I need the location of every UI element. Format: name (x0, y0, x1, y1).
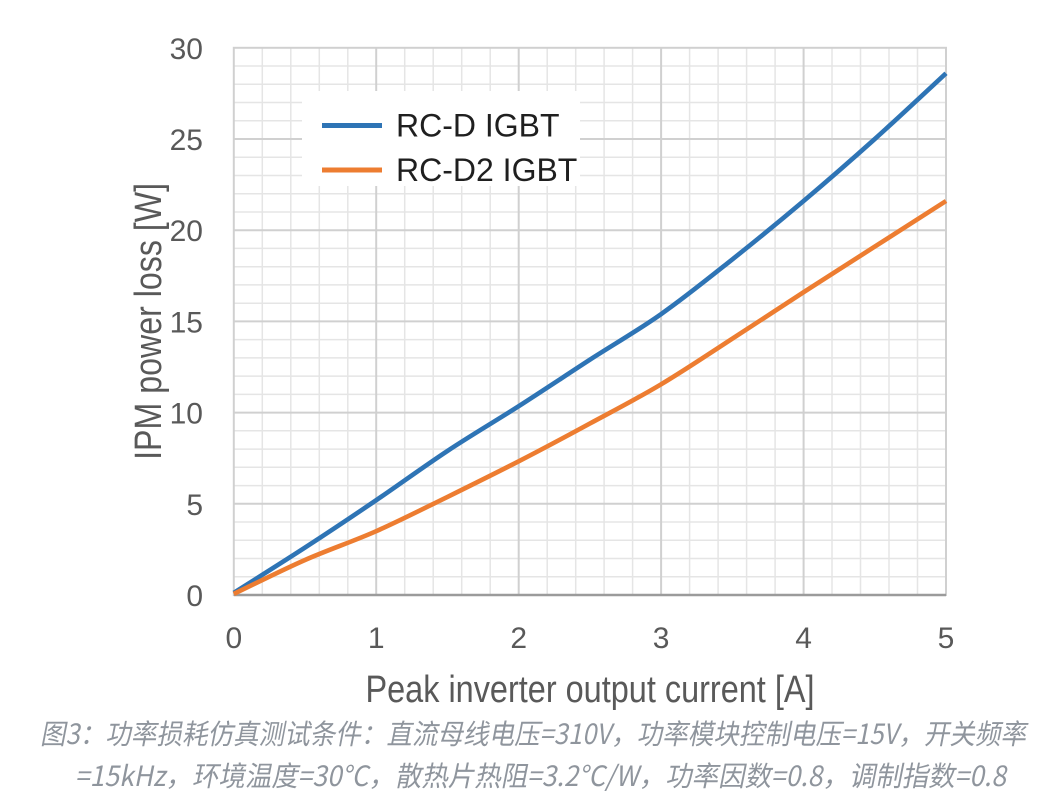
svg-text:RC-D IGBT: RC-D IGBT (396, 108, 560, 144)
svg-text:RC-D2 IGBT: RC-D2 IGBT (396, 152, 577, 188)
svg-text:2: 2 (510, 622, 527, 655)
svg-text:10: 10 (170, 398, 203, 431)
svg-text:30: 30 (170, 33, 203, 66)
svg-text:25: 25 (170, 124, 203, 157)
svg-text:5: 5 (186, 489, 203, 522)
svg-text:15: 15 (170, 306, 203, 339)
svg-text:3: 3 (653, 622, 670, 655)
svg-text:1: 1 (368, 622, 385, 655)
svg-text:0: 0 (186, 580, 203, 613)
svg-text:20: 20 (170, 215, 203, 248)
svg-text:4: 4 (795, 622, 812, 655)
svg-text:0: 0 (225, 622, 242, 655)
svg-text:Peak inverter output current [: Peak inverter output current [A] (366, 669, 815, 711)
svg-text:5: 5 (938, 622, 955, 655)
svg-text:IPM power loss [W]: IPM power loss [W] (128, 183, 170, 460)
